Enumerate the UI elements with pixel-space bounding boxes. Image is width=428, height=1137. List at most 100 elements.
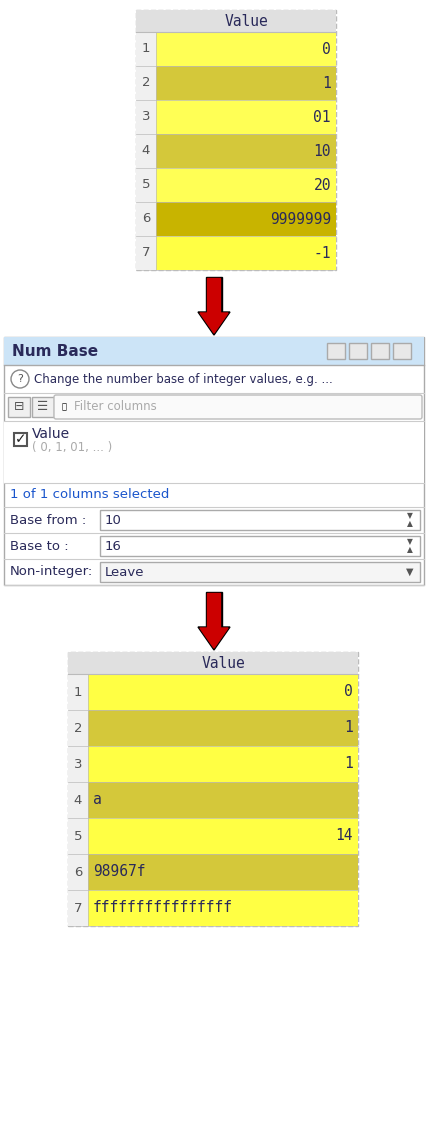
Bar bbox=[88, 709, 358, 746]
Text: 4: 4 bbox=[74, 794, 82, 806]
Polygon shape bbox=[200, 628, 228, 648]
Bar bbox=[371, 343, 389, 359]
Bar bbox=[4, 421, 424, 483]
Bar bbox=[4, 337, 424, 365]
Text: ?: ? bbox=[17, 374, 23, 384]
Text: 1: 1 bbox=[74, 686, 82, 698]
Bar bbox=[88, 746, 358, 782]
Bar bbox=[14, 433, 27, 446]
Text: 16: 16 bbox=[105, 539, 122, 553]
Text: ⊟: ⊟ bbox=[14, 400, 24, 414]
Text: a: a bbox=[93, 792, 102, 807]
Bar bbox=[32, 397, 54, 417]
Text: 2: 2 bbox=[142, 76, 150, 90]
Bar bbox=[100, 511, 420, 530]
Bar bbox=[4, 337, 424, 586]
Bar bbox=[136, 100, 156, 134]
Text: 6: 6 bbox=[74, 865, 82, 879]
Text: 98967f: 98967f bbox=[93, 864, 146, 880]
Text: 2: 2 bbox=[74, 722, 82, 735]
Bar bbox=[88, 854, 358, 890]
Text: Leave: Leave bbox=[105, 565, 145, 579]
Text: 0: 0 bbox=[344, 684, 353, 699]
Text: 7: 7 bbox=[142, 247, 150, 259]
Bar bbox=[68, 709, 88, 746]
Bar bbox=[136, 134, 156, 168]
Text: Base from :: Base from : bbox=[10, 514, 86, 526]
Bar bbox=[156, 134, 336, 168]
Text: 01: 01 bbox=[313, 109, 331, 124]
Polygon shape bbox=[198, 312, 230, 335]
Bar bbox=[88, 818, 358, 854]
Text: ▼: ▼ bbox=[406, 567, 414, 576]
Text: 7: 7 bbox=[74, 902, 82, 914]
Bar bbox=[68, 782, 88, 818]
Bar bbox=[206, 592, 222, 629]
Bar bbox=[8, 397, 30, 417]
Bar bbox=[136, 168, 156, 202]
Text: Value: Value bbox=[201, 656, 245, 671]
Text: 14: 14 bbox=[336, 829, 353, 844]
Text: ▲: ▲ bbox=[407, 520, 413, 529]
Bar bbox=[156, 202, 336, 236]
Bar bbox=[156, 32, 336, 66]
Text: 10: 10 bbox=[105, 514, 122, 526]
Bar bbox=[88, 674, 358, 709]
Text: Value: Value bbox=[32, 426, 70, 440]
Bar bbox=[206, 277, 222, 314]
Bar bbox=[136, 202, 156, 236]
Text: 6: 6 bbox=[142, 213, 150, 225]
Bar bbox=[208, 594, 220, 628]
Bar bbox=[136, 10, 336, 32]
Text: 1: 1 bbox=[142, 42, 150, 56]
Text: 10: 10 bbox=[313, 143, 331, 158]
Circle shape bbox=[11, 370, 29, 388]
Bar bbox=[156, 66, 336, 100]
Bar bbox=[100, 562, 420, 582]
Bar bbox=[156, 100, 336, 134]
Polygon shape bbox=[198, 626, 230, 650]
Text: 1 of 1 columns selected: 1 of 1 columns selected bbox=[10, 489, 169, 501]
Bar bbox=[68, 746, 88, 782]
Text: ffffffffffffffff: ffffffffffffffff bbox=[93, 901, 233, 915]
Bar bbox=[68, 652, 358, 674]
Text: 3: 3 bbox=[142, 110, 150, 124]
Text: 3: 3 bbox=[74, 757, 82, 771]
Text: Value: Value bbox=[224, 14, 268, 28]
Bar bbox=[100, 536, 420, 556]
Text: Change the number base of integer values, e.g. ...: Change the number base of integer values… bbox=[34, 373, 333, 385]
Bar bbox=[68, 890, 88, 926]
Bar bbox=[136, 236, 156, 269]
Text: 1: 1 bbox=[344, 756, 353, 772]
Bar bbox=[68, 652, 358, 926]
Bar bbox=[88, 782, 358, 818]
Text: ▲: ▲ bbox=[407, 546, 413, 555]
Text: 0: 0 bbox=[322, 41, 331, 57]
Bar bbox=[68, 854, 88, 890]
Text: -1: -1 bbox=[313, 246, 331, 260]
Text: ▼: ▼ bbox=[407, 538, 413, 547]
Bar bbox=[136, 32, 156, 66]
Bar bbox=[68, 674, 88, 709]
Bar bbox=[156, 236, 336, 269]
Bar bbox=[349, 343, 367, 359]
Text: 5: 5 bbox=[142, 179, 150, 191]
Text: 🔍: 🔍 bbox=[62, 402, 66, 412]
Bar bbox=[327, 343, 345, 359]
Text: ✓: ✓ bbox=[15, 432, 26, 447]
Text: Non-integer:: Non-integer: bbox=[10, 565, 93, 579]
Bar bbox=[208, 279, 220, 313]
Bar bbox=[156, 168, 336, 202]
Bar bbox=[136, 66, 156, 100]
Text: Base to :: Base to : bbox=[10, 539, 68, 553]
Text: 4: 4 bbox=[142, 144, 150, 158]
Text: ▼: ▼ bbox=[407, 512, 413, 521]
Bar bbox=[88, 890, 358, 926]
Text: 1: 1 bbox=[322, 75, 331, 91]
Text: Filter columns: Filter columns bbox=[74, 400, 157, 414]
Text: 5: 5 bbox=[74, 830, 82, 843]
Polygon shape bbox=[200, 313, 228, 333]
Text: Num Base: Num Base bbox=[12, 343, 98, 358]
Text: ( 0, 1, 01, ... ): ( 0, 1, 01, ... ) bbox=[32, 441, 112, 454]
Bar bbox=[136, 10, 336, 269]
